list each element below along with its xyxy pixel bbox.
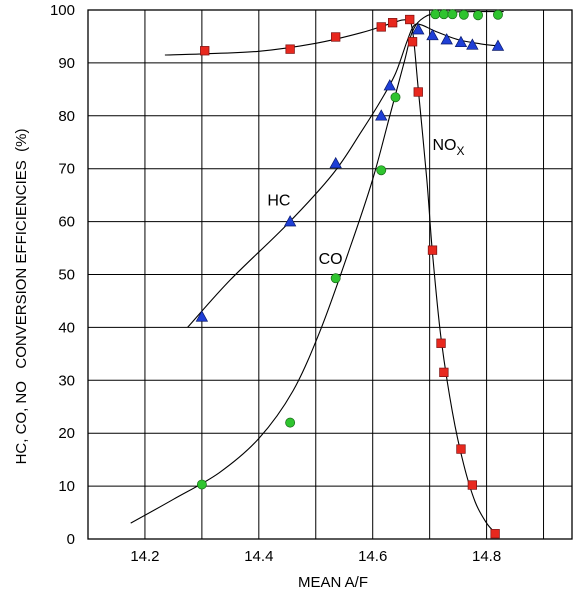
co-point [493,9,503,20]
co-point [473,10,483,21]
annotation-co: CO [319,251,343,268]
co-point [430,9,441,20]
co-point [390,92,401,103]
grid [88,9,572,540]
hc-point [195,310,209,322]
annotation-hc: HC [267,193,290,210]
nox-point [413,87,423,97]
co-point [458,9,469,20]
co-point [196,479,207,490]
y-tick-label: 80 [58,108,75,125]
x-tick-label: 14.8 [472,548,501,565]
nox-point [387,18,398,28]
nox-point [427,245,438,255]
nox-point [439,367,449,378]
hc-point [426,28,439,41]
hc-point [454,35,468,48]
series-annotations: HC CO NOX [267,137,464,268]
nox-point [200,46,210,56]
plot-frame [87,9,573,540]
co-point [447,9,458,20]
y-tick-label: 60 [58,214,75,231]
co-curve [130,10,504,524]
nox-point [467,480,478,490]
annotation-no: NOX [432,137,464,158]
hc-curve [187,23,499,328]
nox-point [405,14,415,25]
hc-point [375,109,388,121]
nox-curve [164,19,496,534]
co-point [438,9,449,20]
co-point [285,417,296,428]
y-tick-label: 10 [58,478,75,495]
hc-point [329,156,342,169]
nox-point [376,22,386,32]
y-tick-label: 0 [67,531,75,548]
hc-point [283,215,297,227]
x-axis-label: MEAN A/F [298,574,368,591]
nox-point [331,32,341,42]
nox-point [490,529,500,539]
nox-point [436,338,446,348]
nox-point [456,444,466,454]
hc-point [491,39,505,51]
tick-labels: 0 10 20 30 40 50 60 70 80 90 100 14.2 14.4 14.6 14.8 [50,2,501,565]
hc-point [383,79,396,91]
co-point [376,165,387,176]
x-tick-label: 14.4 [244,548,273,565]
nox-point [407,37,418,47]
fit-curves [130,10,504,534]
y-tick-label: 40 [58,319,75,336]
data-markers [195,9,505,539]
y-axis-label: HC, CO, NO CONVERSION EFFICIENCIES (%) [13,129,30,465]
co-point [330,273,341,284]
y-tick-label: 100 [50,2,75,19]
hc-point [440,33,453,45]
x-tick-label: 14.2 [130,548,159,565]
nox-point [285,44,295,54]
x-tick-label: 14.6 [358,548,387,565]
y-tick-label: 30 [58,372,75,389]
y-tick-label: 70 [58,161,75,178]
y-tick-label: 50 [58,267,75,284]
y-tick-label: 20 [58,425,75,442]
hc-point [466,38,479,50]
y-tick-label: 90 [58,55,75,72]
hc-point [412,23,425,35]
